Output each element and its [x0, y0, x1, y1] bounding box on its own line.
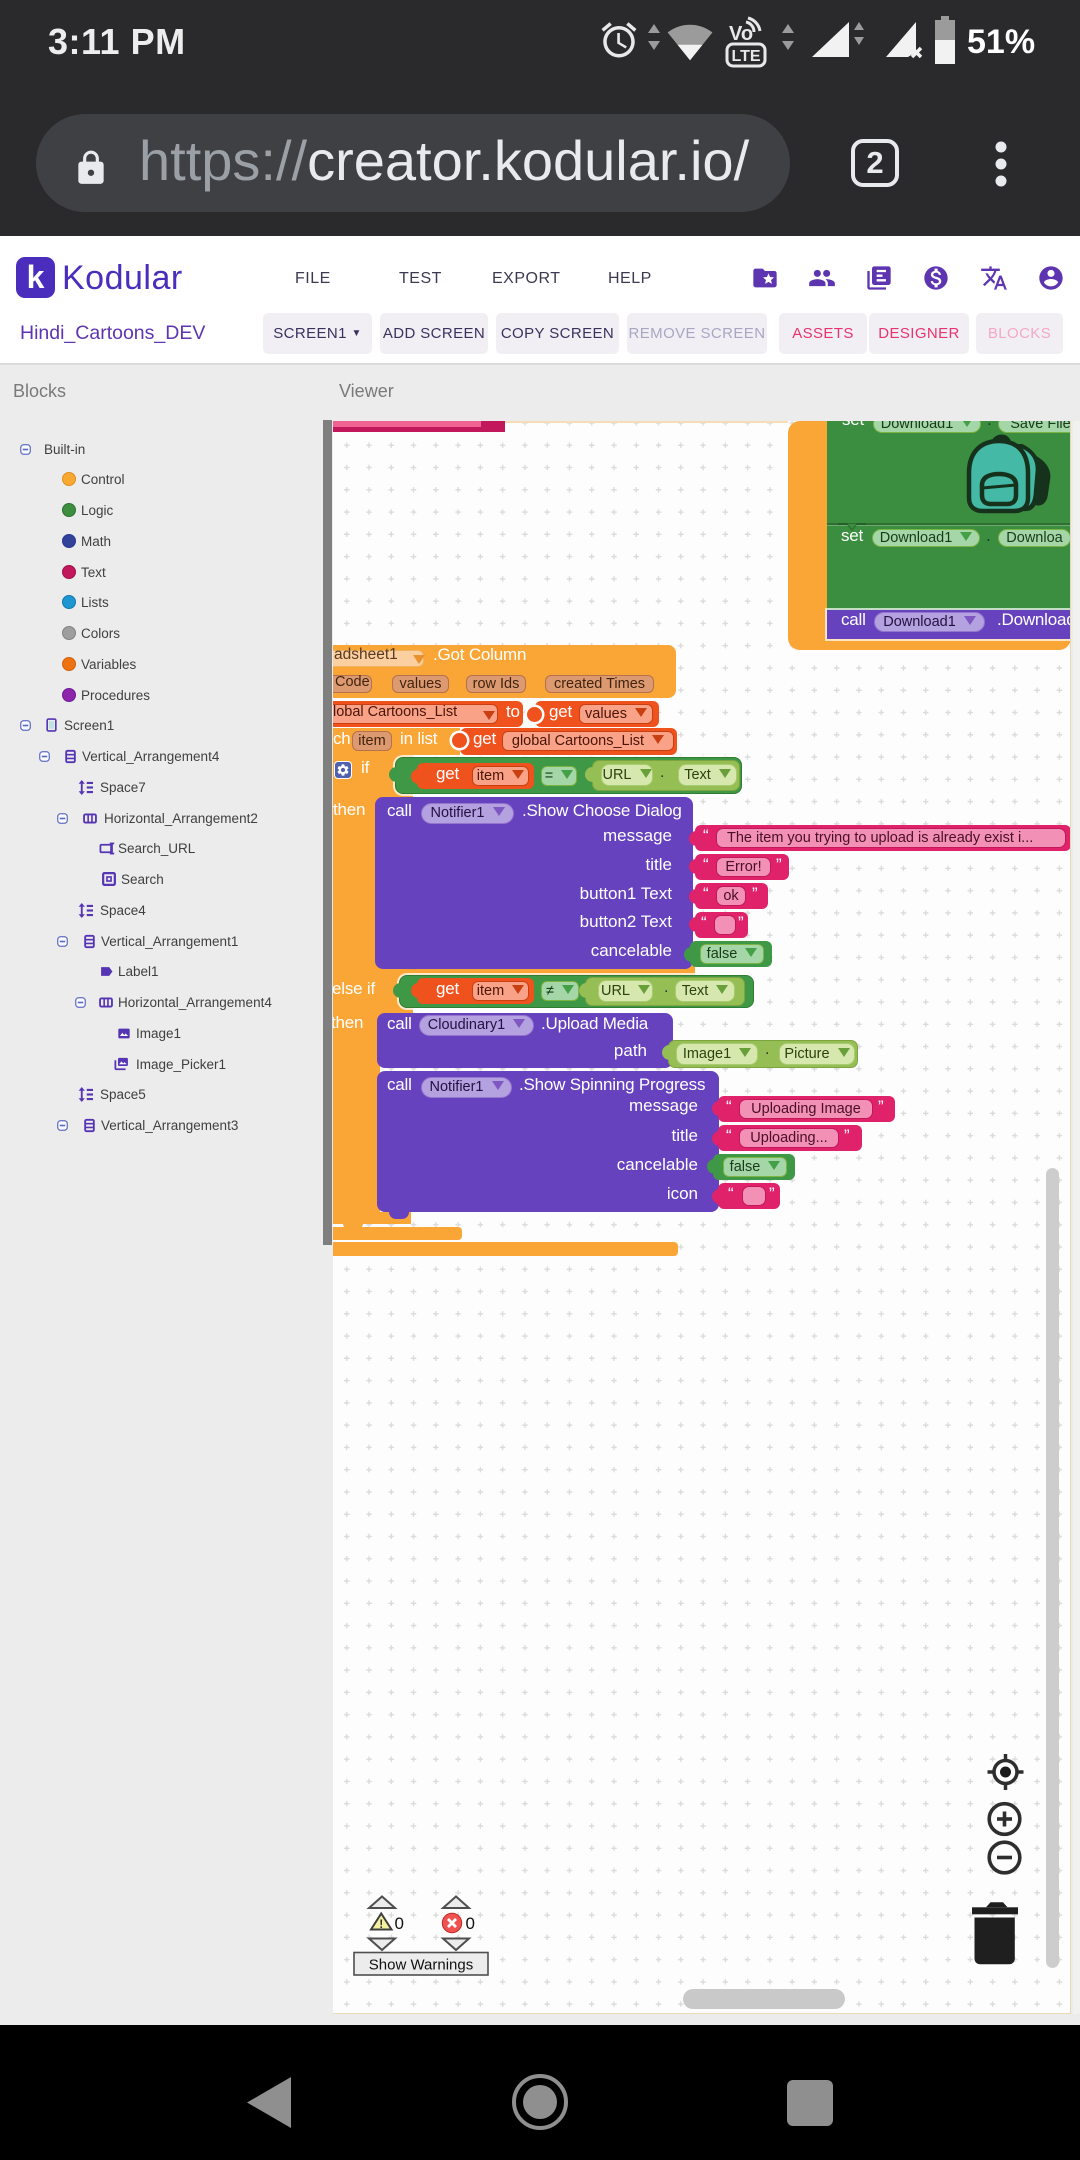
svg-text:!: ! [379, 1917, 383, 1931]
svg-text:0: 0 [395, 1914, 404, 1933]
svg-text:Show Warnings: Show Warnings [369, 1957, 474, 1974]
svg-text:0: 0 [466, 1914, 475, 1933]
svg-text:Vo: Vo [729, 23, 753, 45]
svg-text:LTE: LTE [732, 48, 761, 65]
